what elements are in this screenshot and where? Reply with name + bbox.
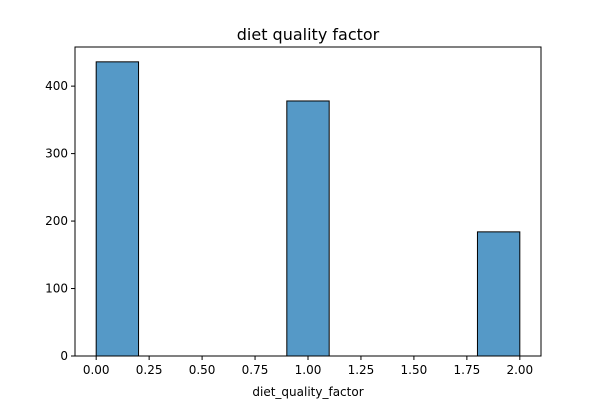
x-tick-label: 0.50 (189, 363, 216, 377)
y-tick-label: 400 (45, 79, 68, 93)
x-axis-label: diet_quality_factor (252, 385, 363, 399)
histogram-bar-1 (286, 100, 330, 357)
x-tick-label: 1.50 (401, 363, 428, 377)
histogram-bar-2 (476, 231, 521, 357)
x-tick-label: 0.25 (136, 363, 163, 377)
y-tick-label: 0 (60, 349, 68, 363)
x-tick-label: 1.75 (454, 363, 481, 377)
histogram-bar-0 (95, 61, 140, 357)
y-axis-ticks: 0 100 200 300 400 (45, 79, 75, 363)
bars-group (95, 61, 521, 357)
x-tick-label: 1.25 (348, 363, 375, 377)
x-tick-label: 0.75 (242, 363, 269, 377)
y-tick-label: 100 (45, 282, 68, 296)
x-axis-ticks: 0.00 0.25 0.50 0.75 1.00 1.25 1.50 1.75 2.00 (83, 356, 533, 377)
y-tick-label: 200 (45, 214, 68, 228)
plot-frame (74, 46, 542, 357)
chart-title: diet quality factor (237, 25, 380, 44)
y-tick-label: 300 (45, 147, 68, 161)
x-tick-label: 2.00 (506, 363, 533, 377)
x-tick-label: 0.00 (83, 363, 110, 377)
x-tick-label: 1.00 (295, 363, 322, 377)
